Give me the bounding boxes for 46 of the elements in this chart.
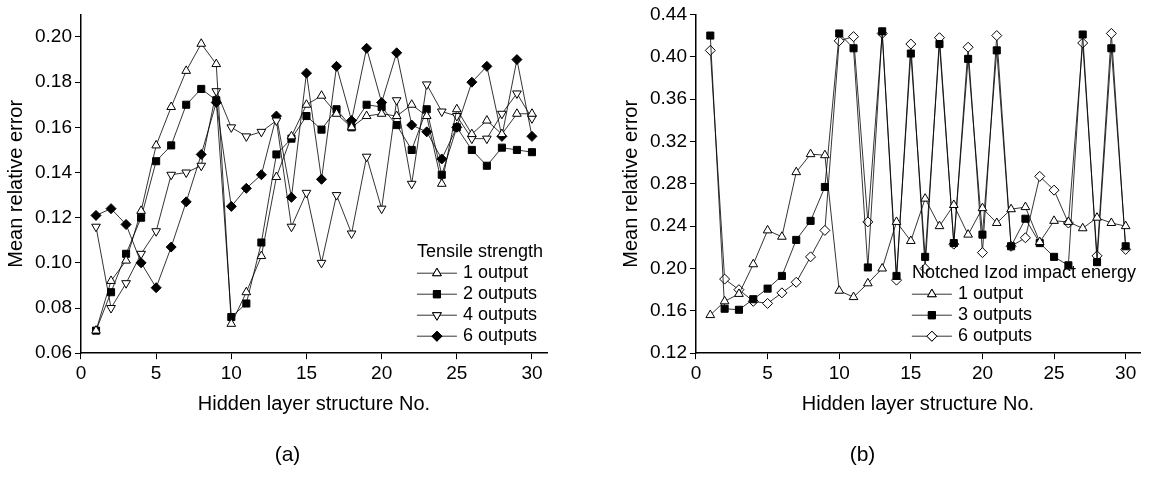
y-tick-label: 0.28 [650, 172, 687, 194]
y-tick-label: 0.44 [650, 2, 688, 24]
legend-label: 3 outputs [957, 304, 1032, 325]
y-axis-title: Mean relative error [618, 99, 641, 268]
text: (a) [273, 442, 302, 466]
y-tick-label: 0.36 [650, 87, 687, 109]
x-tick-label: 10 [220, 361, 242, 383]
legend-label: 2 outputs [462, 283, 537, 304]
legend-label: 4 outputs [462, 304, 537, 325]
y-axis-title: Mean relative error [3, 99, 26, 268]
y-tick-label: 0.16 [650, 299, 687, 321]
y-tick-label: 0.24 [650, 214, 688, 236]
legend-label: 6 outputs [462, 325, 537, 346]
legend-label: 1 output [957, 283, 1023, 304]
y-tick-label: 0.08 [35, 296, 72, 318]
x-tick-label: 5 [762, 361, 773, 383]
y-tick-label: 0.20 [35, 25, 72, 47]
y-tick-label: 0.06 [35, 341, 72, 363]
x-tick-label: 15 [900, 361, 922, 383]
x-tick-label: 10 [828, 361, 850, 383]
y-tick-label: 0.12 [650, 341, 687, 363]
x-tick-label: 30 [521, 361, 543, 383]
x-tick-label: 20 [371, 361, 393, 383]
x-axis-title: Hidden layer structure No. [801, 391, 1035, 414]
y-tick-label: 0.32 [650, 129, 687, 151]
y-tick-label: 0.16 [35, 115, 72, 137]
y-tick-label: 0.20 [650, 256, 687, 278]
x-tick-label: 0 [75, 361, 87, 383]
legend-label: 1 output [462, 262, 528, 283]
x-axis-title: Hidden layer structure No. [197, 391, 431, 414]
x-tick-label: 0 [690, 361, 702, 383]
y-tick-label: 0.12 [35, 205, 72, 227]
text: (b) [848, 442, 877, 466]
y-tick-label: 0.14 [35, 160, 73, 182]
y-tick-label: 0.40 [650, 44, 687, 66]
legend-title: Tensile strength [416, 241, 544, 262]
x-tick-label: 25 [446, 361, 468, 383]
y-tick-label: 0.18 [35, 70, 72, 92]
legend-label: 6 outputs [957, 325, 1032, 346]
x-tick-label: 30 [1115, 361, 1137, 383]
x-tick-label: 25 [1043, 361, 1065, 383]
x-tick-label: 20 [971, 361, 994, 383]
x-tick-label: 15 [295, 361, 318, 383]
legend-title: Notched Izod impact energy [911, 262, 1136, 283]
x-tick-label: 5 [150, 361, 162, 383]
y-tick-label: 0.10 [35, 251, 72, 273]
